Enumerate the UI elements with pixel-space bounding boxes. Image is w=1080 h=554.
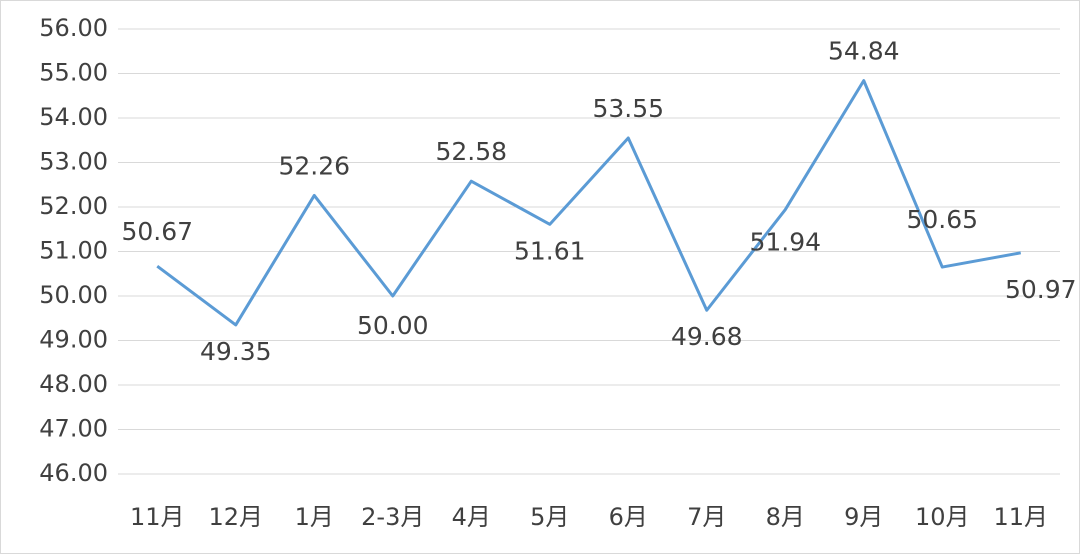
x-tick-label: 12月 — [208, 503, 263, 531]
data-label: 49.68 — [671, 322, 743, 351]
y-tick-label: 48.00 — [39, 370, 108, 398]
x-tick-label: 2-3月 — [361, 503, 424, 531]
x-tick-label: 11月 — [993, 503, 1048, 531]
data-label: 50.65 — [906, 205, 978, 234]
x-tick-label: 8月 — [766, 503, 805, 531]
y-tick-label: 50.00 — [39, 281, 108, 309]
y-tick-label: 55.00 — [39, 59, 108, 87]
data-label: 53.55 — [592, 94, 664, 123]
y-tick-label: 56.00 — [39, 14, 108, 42]
x-tick-label: 9月 — [844, 503, 883, 531]
x-tick-label: 10月 — [915, 503, 970, 531]
data-label: 54.84 — [828, 37, 900, 66]
y-tick-label: 49.00 — [39, 326, 108, 354]
x-tick-label: 5月 — [530, 503, 569, 531]
data-label: 50.97 — [1005, 275, 1077, 304]
y-tick-label: 47.00 — [39, 415, 108, 443]
y-tick-label: 46.00 — [39, 459, 108, 487]
data-label: 52.26 — [278, 151, 350, 180]
y-tick-label: 53.00 — [39, 148, 108, 176]
x-tick-label: 4月 — [452, 503, 491, 531]
y-tick-label: 54.00 — [39, 103, 108, 131]
y-tick-label: 51.00 — [39, 237, 108, 265]
x-tick-label: 11月 — [130, 503, 185, 531]
x-tick-label: 7月 — [687, 503, 726, 531]
data-label: 50.67 — [121, 217, 193, 246]
y-tick-label: 52.00 — [39, 192, 108, 220]
line — [156, 79, 1022, 327]
x-tick-label: 6月 — [609, 503, 648, 531]
x-tick-label: 1月 — [295, 503, 334, 531]
data-label: 51.94 — [749, 228, 821, 257]
data-label: 52.58 — [435, 137, 507, 166]
data-label: 51.61 — [514, 236, 586, 265]
data-label: 50.00 — [357, 311, 429, 340]
data-label: 49.35 — [200, 337, 272, 366]
